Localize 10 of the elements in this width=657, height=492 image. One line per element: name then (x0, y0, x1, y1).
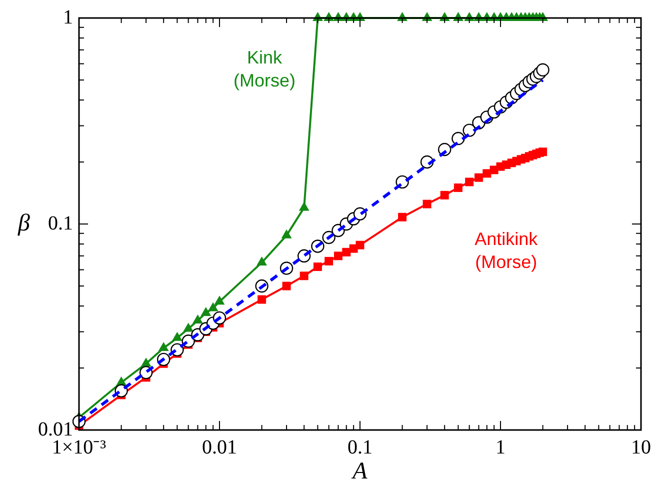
y-tick-label: 0.1 (48, 212, 73, 234)
x-tick-label: 10 (631, 436, 651, 458)
x-tick-label: 1 (496, 436, 506, 458)
series-label: Kink (Morse) (233, 48, 296, 91)
y-tick-label: 1 (63, 6, 73, 28)
x-axis-title: A (350, 458, 368, 484)
y-axis-title: β (17, 210, 30, 236)
text: Antikink (Morse) (474, 228, 539, 272)
x-tick-label: 0.01 (202, 436, 237, 458)
x-tick-label: 0.1 (348, 436, 372, 458)
